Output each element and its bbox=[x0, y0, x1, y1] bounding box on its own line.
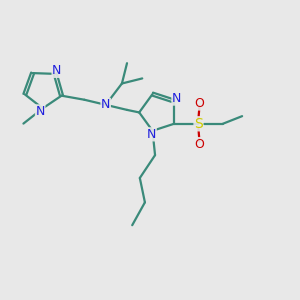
Text: N: N bbox=[172, 92, 181, 105]
Text: S: S bbox=[194, 117, 203, 131]
Text: N: N bbox=[101, 98, 110, 111]
Text: O: O bbox=[194, 138, 204, 151]
Text: N: N bbox=[147, 128, 156, 141]
Text: N: N bbox=[52, 64, 62, 77]
Text: O: O bbox=[194, 97, 204, 110]
Text: N: N bbox=[35, 105, 45, 118]
